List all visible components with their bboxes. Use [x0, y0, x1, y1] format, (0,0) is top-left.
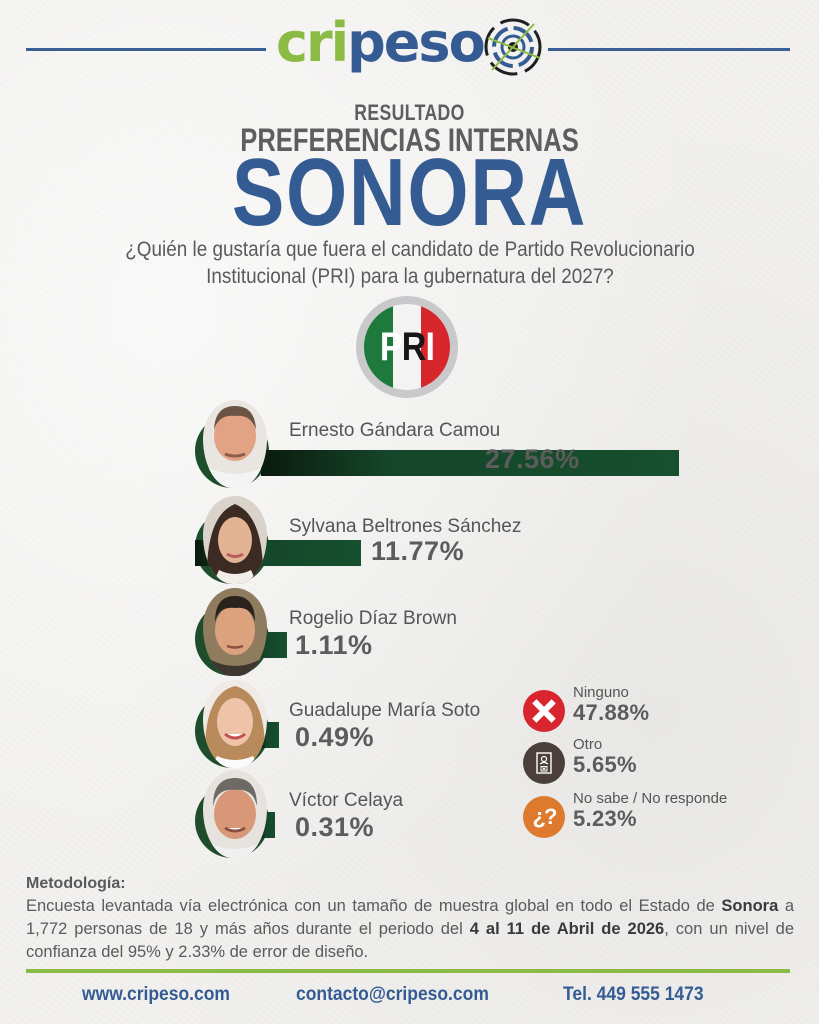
methodology-state: Sonora — [721, 897, 779, 915]
footer-divider — [26, 969, 790, 973]
avatar — [203, 496, 267, 584]
x-mark-icon — [523, 690, 565, 732]
avatar — [203, 770, 267, 858]
avatar — [203, 588, 267, 676]
candidate-percentage: 0.49% — [295, 722, 375, 752]
logo-wordmark: cripeso — [276, 11, 486, 74]
person-photo-icon — [203, 680, 267, 768]
candidate-name: Guadalupe María Soto — [289, 700, 481, 721]
cripeso-logo: cripeso — [276, 14, 544, 84]
methodology-title: Metodología: — [26, 875, 126, 892]
option-percentage: 5.65% — [573, 752, 637, 777]
option-label: Otro — [573, 736, 603, 753]
candidate-percentage: 0.31% — [295, 812, 375, 842]
methodology-text-2: a 1,772 personas de 18 y más años durant… — [26, 897, 794, 938]
result-bar — [261, 450, 679, 476]
candidate-percentage: 11.77% — [371, 536, 465, 566]
candidate-row: Víctor Celaya 0.31% — [195, 770, 615, 860]
website-link[interactable]: www.cripeso.com — [82, 984, 230, 1005]
question-icon: ¿? — [523, 796, 565, 838]
subtitle: PREFERENCIAS INTERNAS — [240, 122, 579, 158]
methodology-text-1: Encuesta levantada vía electrónica con u… — [26, 897, 722, 915]
option-dont-know: ¿? No sabe / No responde 5.23% — [523, 790, 763, 838]
option-other: Otro 5.65% — [523, 736, 763, 784]
logo-wordmark-green: cri — [276, 11, 349, 74]
person-photo-icon — [203, 770, 267, 858]
candidate-name: Víctor Celaya — [289, 790, 404, 811]
state-title: SONORA — [231, 139, 588, 246]
candidate-row: Ernesto Gándara Camou 27.56% — [195, 400, 679, 490]
option-label: No sabe / No responde — [573, 790, 728, 807]
kicker-title: RESULTADO — [354, 100, 465, 125]
person-photo-icon — [203, 496, 267, 584]
option-none: Ninguno 47.88% — [523, 684, 763, 732]
methodology-text-3: , con un nivel de confianza del 95% y 2.… — [26, 920, 794, 961]
pri-letter-i: I — [425, 324, 435, 369]
header-rule-left — [26, 48, 266, 51]
avatar — [203, 400, 267, 488]
person-photo-icon — [203, 400, 267, 488]
candidate-name: Sylvana Beltrones Sánchez — [289, 516, 522, 537]
pri-letter-p: P — [379, 324, 403, 369]
survey-question: ¿Quién le gustaría que fuera el candidat… — [125, 238, 695, 288]
candidate-percentage: 1.11% — [295, 630, 373, 660]
target-icon — [484, 18, 542, 76]
person-photo-icon — [203, 588, 267, 676]
ballot-icon — [523, 742, 565, 784]
option-percentage: 5.23% — [573, 806, 637, 831]
email-link[interactable]: contacto@cripeso.com — [296, 984, 489, 1005]
methodology-dates: 4 al 11 de Abril de 2026 — [469, 920, 665, 938]
candidate-percentage: 27.56% — [485, 444, 580, 474]
option-label: Ninguno — [573, 684, 629, 701]
candidate-row: Rogelio Díaz Brown 1.11% — [195, 588, 615, 678]
header-rule-right — [548, 48, 790, 51]
candidate-row: Guadalupe María Soto 0.49% — [195, 680, 615, 770]
avatar — [203, 680, 267, 768]
candidate-row: Sylvana Beltrones Sánchez 11.77% — [195, 496, 615, 586]
pri-letter-r: R — [401, 324, 427, 369]
option-percentage: 47.88% — [573, 700, 650, 725]
candidate-name: Ernesto Gándara Camou — [289, 420, 501, 441]
candidate-name: Rogelio Díaz Brown — [289, 608, 457, 629]
methodology-text: Encuesta levantada vía electrónica con u… — [26, 895, 794, 964]
phone-number[interactable]: Tel. 449 555 1473 — [563, 984, 704, 1005]
logo-wordmark-blue: peso — [347, 11, 486, 74]
